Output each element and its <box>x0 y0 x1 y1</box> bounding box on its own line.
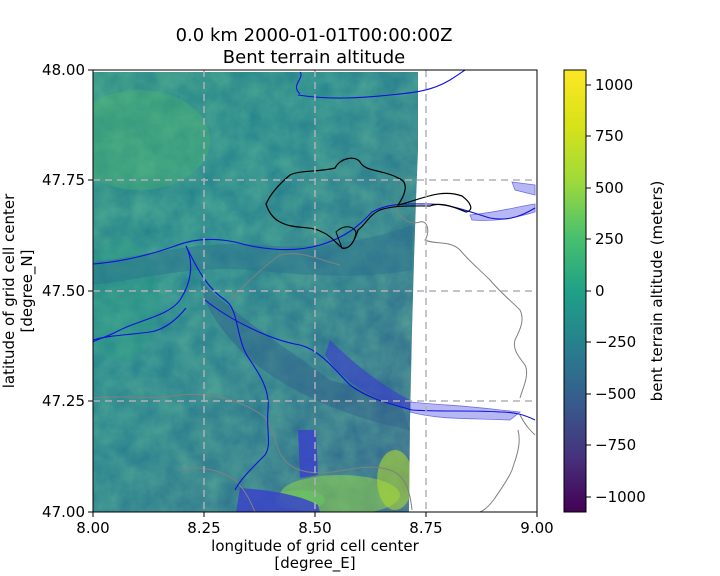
rivers <box>92 69 536 491</box>
gridlines <box>93 70 537 512</box>
colorbar-tick-label: 750 <box>595 127 624 145</box>
colorbar-tick-label: −1000 <box>595 488 646 506</box>
x-tick-label: 8.50 <box>298 519 331 537</box>
title-line-1: 0.0 km 2000-01-01T00:00:00Z <box>176 25 453 46</box>
title-line-2: Bent terrain altitude <box>223 47 405 68</box>
y-tick-label: 47.25 <box>42 392 85 410</box>
x-tick-label: 8.25 <box>187 519 220 537</box>
colorbar: 1000 750 500 250 0 −250 −500 −750 −1000 … <box>563 69 666 513</box>
colorbar-tick-label: −750 <box>595 436 636 454</box>
colorbar-label: bent terrain altitude (meters) <box>648 181 666 402</box>
lakes <box>409 181 536 421</box>
y-tick-label: 47.75 <box>42 171 85 189</box>
colorbar-gradient <box>563 69 587 513</box>
country-borders <box>92 204 536 513</box>
x-axis-unit: [degree_E] <box>274 554 355 573</box>
y-axis: 48.00 47.75 47.50 47.25 47.00 latitude o… <box>0 61 93 521</box>
terrain-raster <box>93 72 418 512</box>
y-tick-label: 47.50 <box>42 282 85 300</box>
highlight-region-outline <box>265 157 472 249</box>
colorbar-tick-label: −250 <box>595 333 636 351</box>
colorbar-tick-label: 0 <box>595 282 605 300</box>
y-tick-label: 48.00 <box>42 61 85 79</box>
x-tick-label: 9.00 <box>520 519 553 537</box>
colorbar-tick-label: 1000 <box>595 76 633 94</box>
x-tick-label: 8.75 <box>409 519 442 537</box>
colorbar-tick-label: −500 <box>595 385 636 403</box>
x-tick-label: 8.00 <box>76 519 109 537</box>
y-tick-label: 47.00 <box>42 503 85 521</box>
highlight-region-outline-inner <box>335 226 357 249</box>
colorbar-tick-label: 250 <box>595 230 624 248</box>
x-axis: 8.00 8.25 8.50 8.75 9.00 longitude of gr… <box>76 512 554 573</box>
colorbar-tick-label: 500 <box>595 179 624 197</box>
y-axis-unit: [degree_N] <box>18 250 37 333</box>
y-axis-label: latitude of grid cell center <box>0 193 18 388</box>
x-axis-label: longitude of grid cell center <box>211 537 419 555</box>
